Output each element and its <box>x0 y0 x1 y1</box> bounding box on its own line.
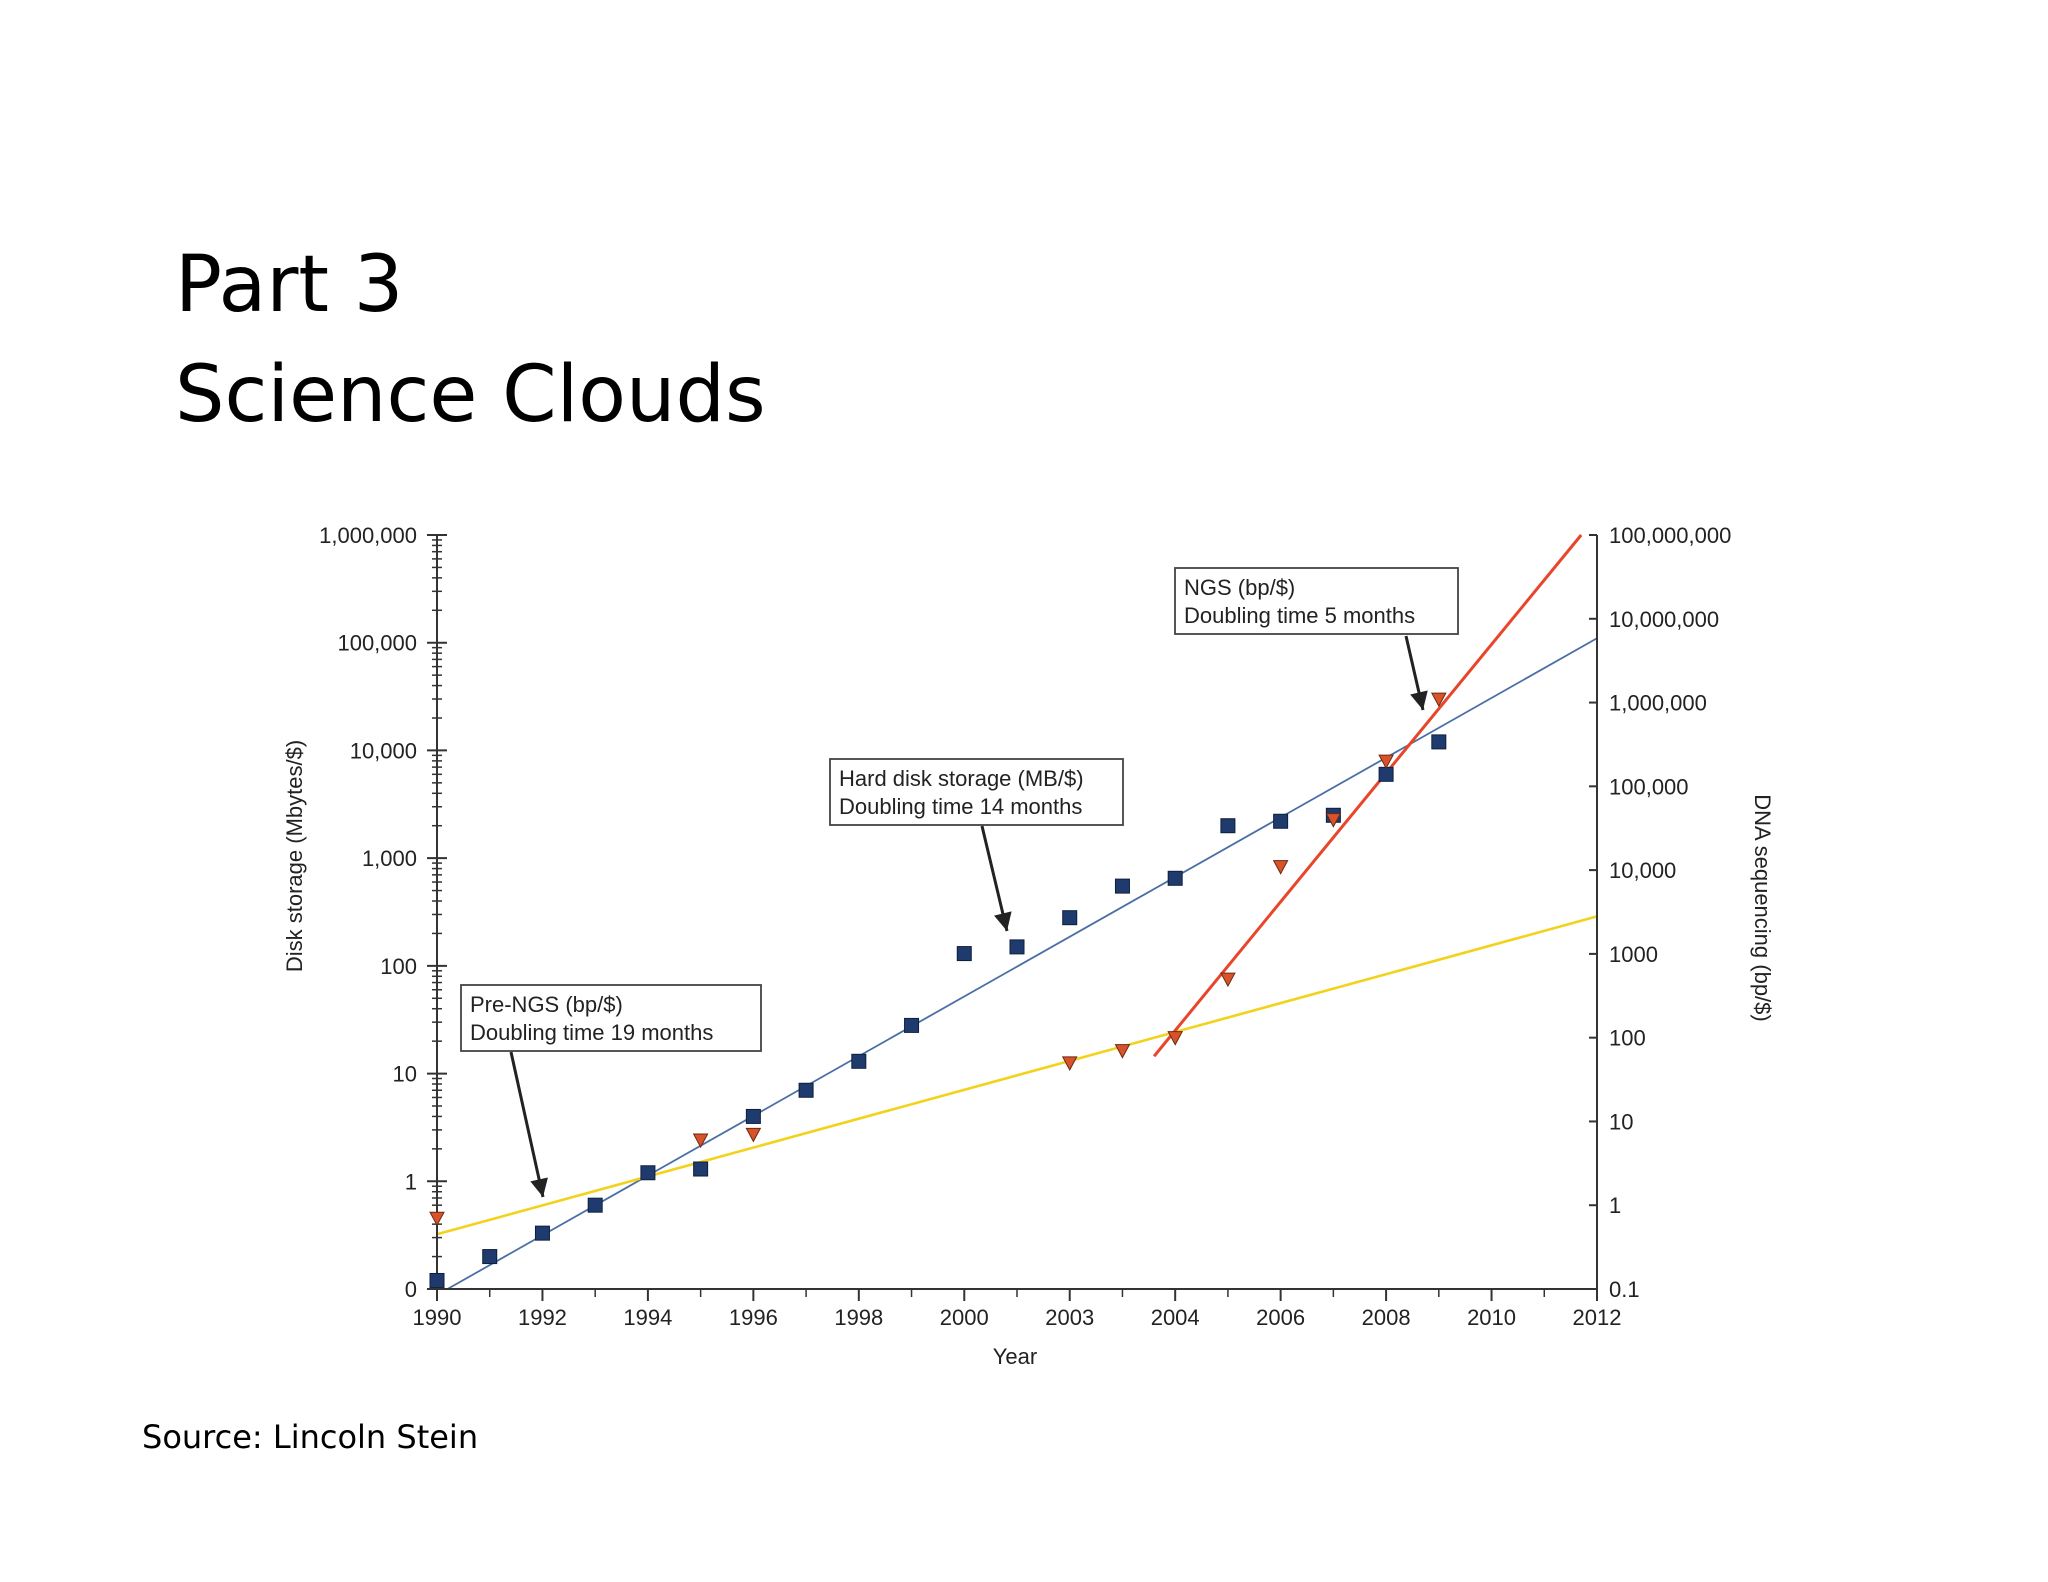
disk-storage-point <box>798 1082 814 1098</box>
dna-sequencing-point <box>692 1133 709 1149</box>
x-tick-label: 2012 <box>1573 1305 1622 1330</box>
pre-ngs-callout-detail: Doubling time 19 months <box>470 1020 713 1045</box>
x-tick-label: 2008 <box>1362 1305 1411 1330</box>
hard-disk-callout-title: Hard disk storage (MB/$) <box>839 766 1084 791</box>
x-tick-label: 2006 <box>1256 1305 1305 1330</box>
y-right-tick-label: 0.1 <box>1609 1277 1640 1302</box>
chart-axes <box>436 535 1598 1290</box>
ngs-callout-title: NGS (bp/$) <box>1184 575 1295 600</box>
disk-storage-point <box>482 1249 498 1265</box>
dna-sequencing-point <box>1114 1044 1131 1059</box>
pre-ngs-callout-title: Pre-NGS (bp/$) <box>470 992 623 1017</box>
disk-storage-point <box>1378 766 1394 782</box>
pre-ngs-trendline <box>436 915 1598 1236</box>
disk-storage-point <box>693 1161 709 1177</box>
y-right-tick-label: 1,000,000 <box>1609 691 1707 716</box>
disk-storage-point <box>904 1017 920 1033</box>
dna-sequencing-point <box>1378 754 1394 770</box>
y-right-tick-label: 100 <box>1609 1026 1646 1051</box>
disk-storage-point <box>1431 734 1447 750</box>
dna-sequencing-point <box>1272 860 1289 875</box>
y-axis-right-title: DNA sequencing (bp/$) <box>1750 794 1775 1021</box>
source-credit: Source: Lincoln Stein <box>142 1418 479 1456</box>
slide-title: Part 3 Science Clouds <box>175 230 766 450</box>
hard-disk-callout-box <box>829 758 1124 826</box>
disk-storage-point <box>851 1053 867 1069</box>
ticks: 0 1 10 100 1,000 10,000 100,000 1,000,000 0.1 1 10… <box>319 523 1731 1330</box>
hard-disk-arrow-head <box>994 911 1012 931</box>
pre-ngs-callout-arrow <box>509 1051 545 1198</box>
x-tick-label: 2004 <box>1151 1305 1200 1330</box>
ngs-callout-detail: Doubling time 5 months <box>1184 603 1415 628</box>
y-left-tick-label: 10,000 <box>350 738 417 763</box>
dna-sequencing-point <box>1430 692 1447 708</box>
ngs-arrow-head <box>1410 690 1428 710</box>
y-left-tick-label: 1,000,000 <box>319 523 417 548</box>
ngs-callout-box <box>1174 567 1459 635</box>
x-tick-label: 1994 <box>623 1305 672 1330</box>
chart-lines <box>436 534 1598 1290</box>
disk-storage-point <box>1167 870 1183 886</box>
x-tick-label: 1992 <box>518 1305 567 1330</box>
dna-sequencing-point <box>1061 1056 1078 1071</box>
pre-ngs-callout-box <box>460 984 762 1052</box>
y-left-tick-label: 1,000 <box>362 846 417 871</box>
pre-ngs-arrow-head <box>530 1177 548 1197</box>
y-right-tick-label: 10 <box>1609 1109 1633 1134</box>
y-right-tick-label: 10,000 <box>1609 858 1676 883</box>
slide-title-line-2: Science Clouds <box>175 350 766 440</box>
disk-storage-point <box>1273 813 1289 829</box>
y-axis-left-title: Disk storage (Mbytes/$) <box>282 740 307 972</box>
y-left-tick-label: 0 <box>405 1277 417 1302</box>
y-right-tick-label: 10,000,000 <box>1609 607 1719 632</box>
y-right-tick-label: 100,000,000 <box>1609 523 1731 548</box>
dna-sequencing-point <box>429 1211 445 1227</box>
disk-storage-point <box>1220 818 1236 834</box>
disk-storage-point <box>1009 939 1025 955</box>
x-tick-label: 2000 <box>940 1305 989 1330</box>
y-left-tick-label: 10 <box>393 1062 417 1087</box>
ngs-trendline <box>1152 534 1583 1058</box>
y-right-tick-label: 100,000 <box>1609 774 1689 799</box>
dna-sequencing-point <box>1167 1031 1184 1046</box>
hard-disk-callout-detail: Doubling time 14 months <box>839 794 1082 819</box>
y-right-tick-label: 1 <box>1609 1193 1621 1218</box>
disk-storage-point <box>587 1197 603 1213</box>
dna-sequencing-point <box>745 1127 762 1143</box>
y-right-tick-label: 1000 <box>1609 942 1658 967</box>
dna-sequencing-point <box>1325 813 1342 828</box>
x-tick-label: 2010 <box>1467 1305 1516 1330</box>
disk-storage-point <box>640 1165 656 1181</box>
x-tick-label: 1990 <box>413 1305 462 1330</box>
disk-storage-point <box>745 1108 761 1124</box>
data-points <box>429 692 1447 1288</box>
disk-storage-point <box>956 946 972 962</box>
x-tick-label: 1996 <box>729 1305 778 1330</box>
disk-storage-point <box>429 1272 445 1288</box>
x-axis-title: Year <box>993 1344 1037 1369</box>
callouts: Pre-NGS (bp/$) Doubling time 19 months Har… <box>460 567 1459 1198</box>
disk-trendline <box>447 637 1598 1290</box>
y-left-tick-label: 100,000 <box>337 631 417 656</box>
disk-storage-point <box>1062 910 1078 926</box>
dna-sequencing-point <box>1220 972 1236 988</box>
x-tick-label: 2003 <box>1045 1305 1094 1330</box>
disk-storage-point <box>1114 878 1130 894</box>
slide-title-line-1: Part 3 <box>175 240 404 330</box>
disk-storage-point <box>534 1225 550 1241</box>
y-left-tick-label: 100 <box>380 954 417 979</box>
x-tick-label: 1998 <box>834 1305 883 1330</box>
y-left-tick-label: 1 <box>405 1169 417 1194</box>
